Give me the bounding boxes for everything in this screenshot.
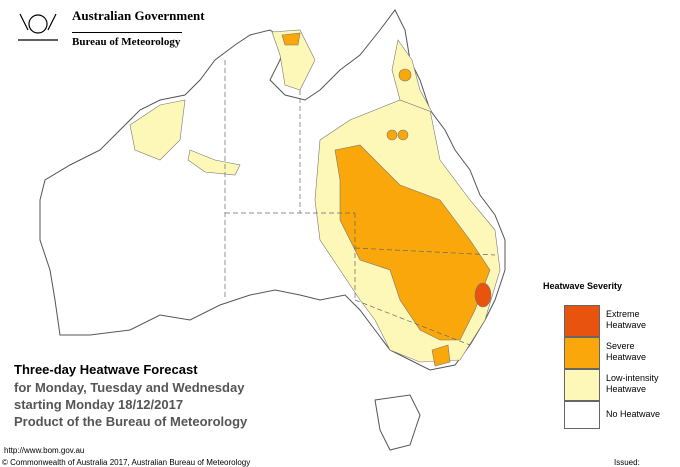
legend-label: Low-intensity Heatwave (606, 373, 659, 394)
severe-areas (281, 32, 491, 367)
coat-of-arms (18, 13, 58, 41)
url: http://www.bom.gov.au (4, 446, 85, 455)
legend-label: Extreme Heatwave (606, 309, 647, 330)
legend-swatch (564, 305, 600, 337)
copyright: © Commonwealth of Australia 2017, Austra… (2, 458, 251, 467)
issued: Issued: 14/12/2017 (614, 458, 640, 467)
legend-label: No Heatwave (606, 409, 661, 419)
legend-swatch (564, 401, 600, 429)
legend-swatch (564, 369, 600, 401)
government: Australian Government (72, 8, 205, 23)
legend-swatch (564, 337, 600, 369)
legend-label: Severe Heatwave (606, 341, 647, 362)
subtitle: Product of the Bureau of Meteorology (14, 414, 248, 429)
legend-title: Heatwave Severity (543, 281, 623, 291)
agency: Bureau of Meteorology (72, 32, 182, 48)
tasmania (374, 394, 421, 451)
extreme-areas (474, 282, 492, 308)
state-borders (224, 60, 496, 346)
subtitle: for Monday, Tuesday and Wednesday (14, 380, 245, 395)
map-title: Three-day Heatwave Forecast (14, 362, 198, 377)
subtitle: starting Monday 18/12/2017 (14, 397, 184, 412)
